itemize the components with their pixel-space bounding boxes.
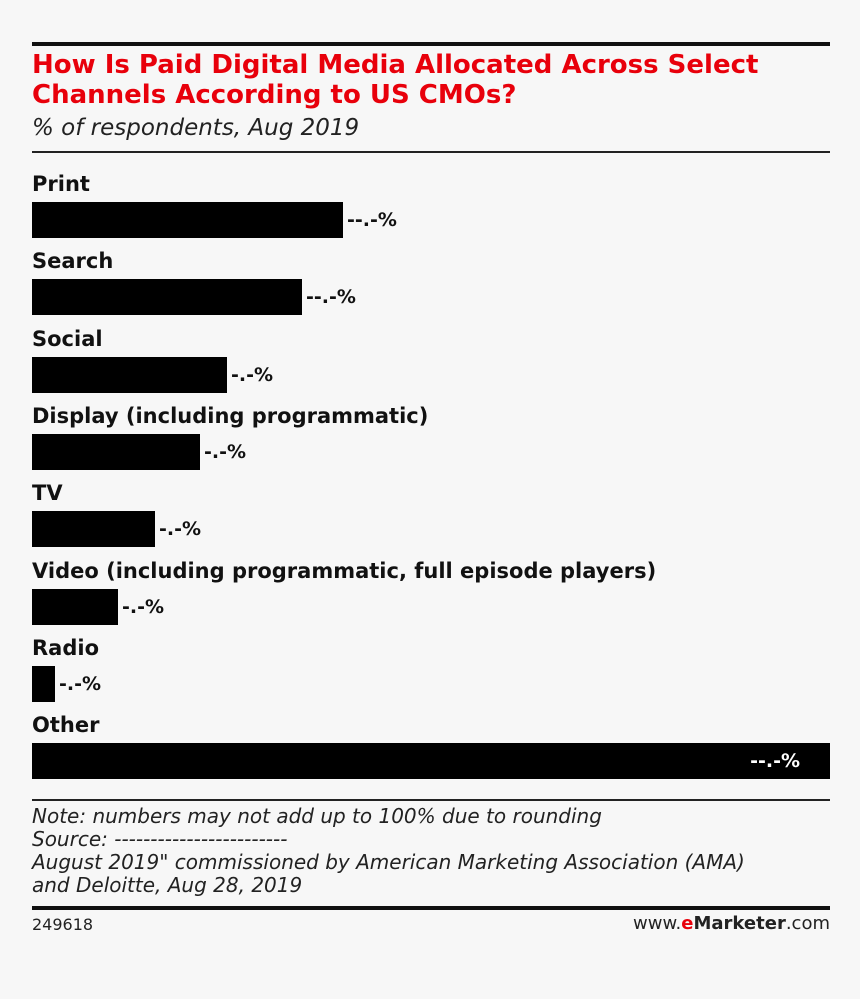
value-label: -.-% xyxy=(204,440,247,463)
bar xyxy=(32,665,55,702)
value-label: --.-% xyxy=(750,750,800,773)
value-label: -.-% xyxy=(231,363,274,386)
bar xyxy=(32,202,343,238)
value-label: --.-% xyxy=(306,286,356,309)
source-text-line3: and Deloitte, Aug 28, 2019 xyxy=(32,873,303,897)
category-label: Print xyxy=(32,172,90,196)
brand-e: e xyxy=(681,913,694,934)
chart-id: 249618 xyxy=(32,915,94,934)
bar xyxy=(32,279,302,316)
chart-subtitle: % of respondents, Aug 2019 xyxy=(32,115,360,141)
category-label: Social xyxy=(32,326,103,351)
top-rule xyxy=(32,42,830,46)
chart-title: How Is Paid Digital Media Allocated Acro… xyxy=(32,50,759,110)
bar xyxy=(32,433,200,470)
bar xyxy=(32,356,227,393)
note-rule xyxy=(32,799,830,801)
category-label: Display (including programmatic) xyxy=(32,403,429,428)
source-text: Source: ------------------------ xyxy=(32,827,288,851)
value-label: --.-% xyxy=(347,209,397,231)
header-rule xyxy=(32,151,830,153)
note-text: Note: numbers may not add up to 100% due… xyxy=(32,804,602,828)
category-label: Radio xyxy=(32,635,99,660)
source-text-line2: August 2019" commissioned by American Ma… xyxy=(32,850,745,874)
brand-prefix: www. xyxy=(633,913,682,934)
category-label: TV xyxy=(32,481,63,506)
value-label: -.-% xyxy=(59,672,102,695)
value-label: -.-% xyxy=(122,595,165,618)
value-label: -.-% xyxy=(159,518,202,541)
bar xyxy=(32,511,155,548)
category-label: Other xyxy=(32,713,100,738)
bar xyxy=(32,588,118,625)
brand-suffix: .com xyxy=(785,913,830,934)
chart-note: Note: numbers may not add up to 100% due… xyxy=(32,805,830,897)
brand-name: Marketer xyxy=(693,913,786,934)
category-label: Search xyxy=(32,249,114,274)
bottom-rule xyxy=(32,906,830,910)
category-label: Video (including programmatic, full epis… xyxy=(32,558,657,583)
emarketer-link[interactable]: www.eMarketer.com xyxy=(633,913,830,934)
bar xyxy=(32,743,830,780)
